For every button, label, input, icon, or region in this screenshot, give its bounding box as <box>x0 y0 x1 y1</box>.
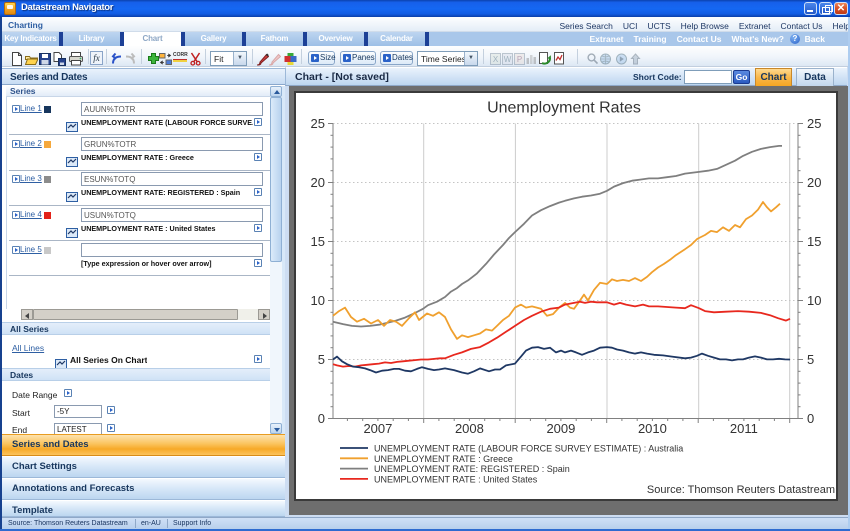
svg-text:5: 5 <box>807 352 814 367</box>
svg-text:Source: Thomson Reuters Datast: Source: Thomson Reuters Datastream <box>647 484 835 495</box>
svg-text:20: 20 <box>807 175 821 190</box>
svg-text:UNEMPLOYMENT RATE : United Sta: UNEMPLOYMENT RATE : United States <box>374 474 538 484</box>
svg-text:0: 0 <box>318 411 325 426</box>
svg-text:25: 25 <box>807 116 821 131</box>
svg-text:25: 25 <box>311 116 325 131</box>
svg-text:10: 10 <box>807 293 821 308</box>
svg-text:15: 15 <box>807 234 821 249</box>
svg-text:5: 5 <box>318 352 325 367</box>
svg-text:2008: 2008 <box>455 421 484 436</box>
svg-text:0: 0 <box>807 411 814 426</box>
svg-text:UNEMPLOYMENT RATE (LABOUR FORC: UNEMPLOYMENT RATE (LABOUR FORCE SURVEY E… <box>374 444 683 454</box>
svg-text:2009: 2009 <box>546 421 575 436</box>
svg-text:W: W <box>504 55 512 64</box>
svg-text:2007: 2007 <box>363 421 392 436</box>
svg-text:UNEMPLOYMENT RATE: REGISTERED: UNEMPLOYMENT RATE: REGISTERED : Spain <box>374 464 570 474</box>
svg-text:P: P <box>517 55 522 64</box>
svg-text:Unemployment Rates: Unemployment Rates <box>487 100 641 117</box>
svg-text:2010: 2010 <box>638 421 667 436</box>
svg-text:2011: 2011 <box>730 421 758 436</box>
svg-text:10: 10 <box>311 293 325 308</box>
svg-text:20: 20 <box>311 175 325 190</box>
svg-text:X: X <box>493 55 499 64</box>
svg-text:15: 15 <box>311 234 325 249</box>
svg-text:UNEMPLOYMENT RATE : Greece: UNEMPLOYMENT RATE : Greece <box>374 454 513 464</box>
